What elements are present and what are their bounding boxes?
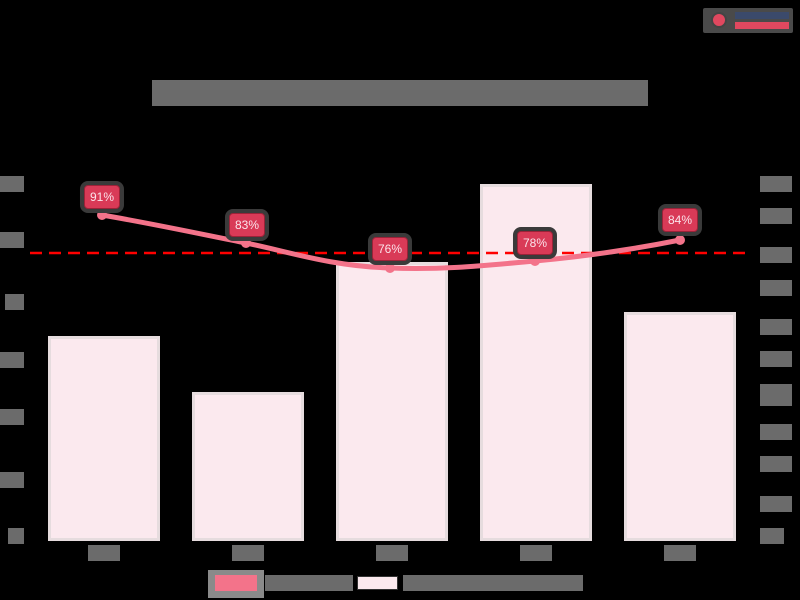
right-axis-label: [760, 208, 792, 224]
data-point[interactable]: [675, 235, 685, 245]
legend-swatch-bar[interactable]: [357, 576, 398, 590]
legend-swatch-line[interactable]: [208, 570, 264, 598]
legend-label-line[interactable]: [265, 575, 353, 591]
data-label: 84%: [661, 208, 699, 232]
bar-1[interactable]: [48, 336, 160, 541]
data-label: 83%: [228, 213, 266, 237]
right-axis-label: [760, 351, 792, 367]
right-axis-label: [760, 280, 792, 296]
x-axis-label: [664, 545, 696, 561]
right-axis-label: [760, 384, 792, 406]
logo-icon: [711, 12, 727, 28]
right-axis-label: [760, 496, 792, 512]
data-point[interactable]: [385, 263, 395, 273]
x-axis-label: [520, 545, 552, 561]
left-axis-label: [0, 176, 24, 192]
right-axis-label: [760, 319, 792, 335]
bar-3[interactable]: [336, 262, 448, 541]
right-axis-label: [760, 456, 792, 472]
left-axis-label: [0, 472, 24, 488]
logo-text-bottom: [735, 22, 789, 29]
data-point[interactable]: [241, 238, 251, 248]
bar-2[interactable]: [192, 392, 304, 541]
data-label: 76%: [371, 237, 409, 261]
left-axis-label: [0, 409, 24, 425]
logo-text-top: [735, 12, 789, 19]
data-label: 78%: [516, 231, 554, 255]
x-axis-label: [88, 545, 120, 561]
right-axis-label: [760, 424, 792, 440]
chart-title: [152, 80, 648, 106]
data-label: 91%: [83, 185, 121, 209]
bar-5[interactable]: [624, 312, 736, 541]
left-axis-label: [8, 528, 24, 544]
data-point[interactable]: [97, 210, 107, 220]
left-axis-label: [0, 232, 24, 248]
x-axis-label: [376, 545, 408, 561]
brand-logo: [703, 8, 793, 33]
left-axis-label: [5, 294, 24, 310]
right-axis-label: [760, 176, 792, 192]
data-point[interactable]: [530, 256, 540, 266]
left-axis-label: [0, 352, 24, 368]
right-axis-label: [760, 528, 784, 544]
x-axis-label: [232, 545, 264, 561]
right-axis-label: [760, 247, 792, 263]
legend-label-bar[interactable]: [403, 575, 583, 591]
